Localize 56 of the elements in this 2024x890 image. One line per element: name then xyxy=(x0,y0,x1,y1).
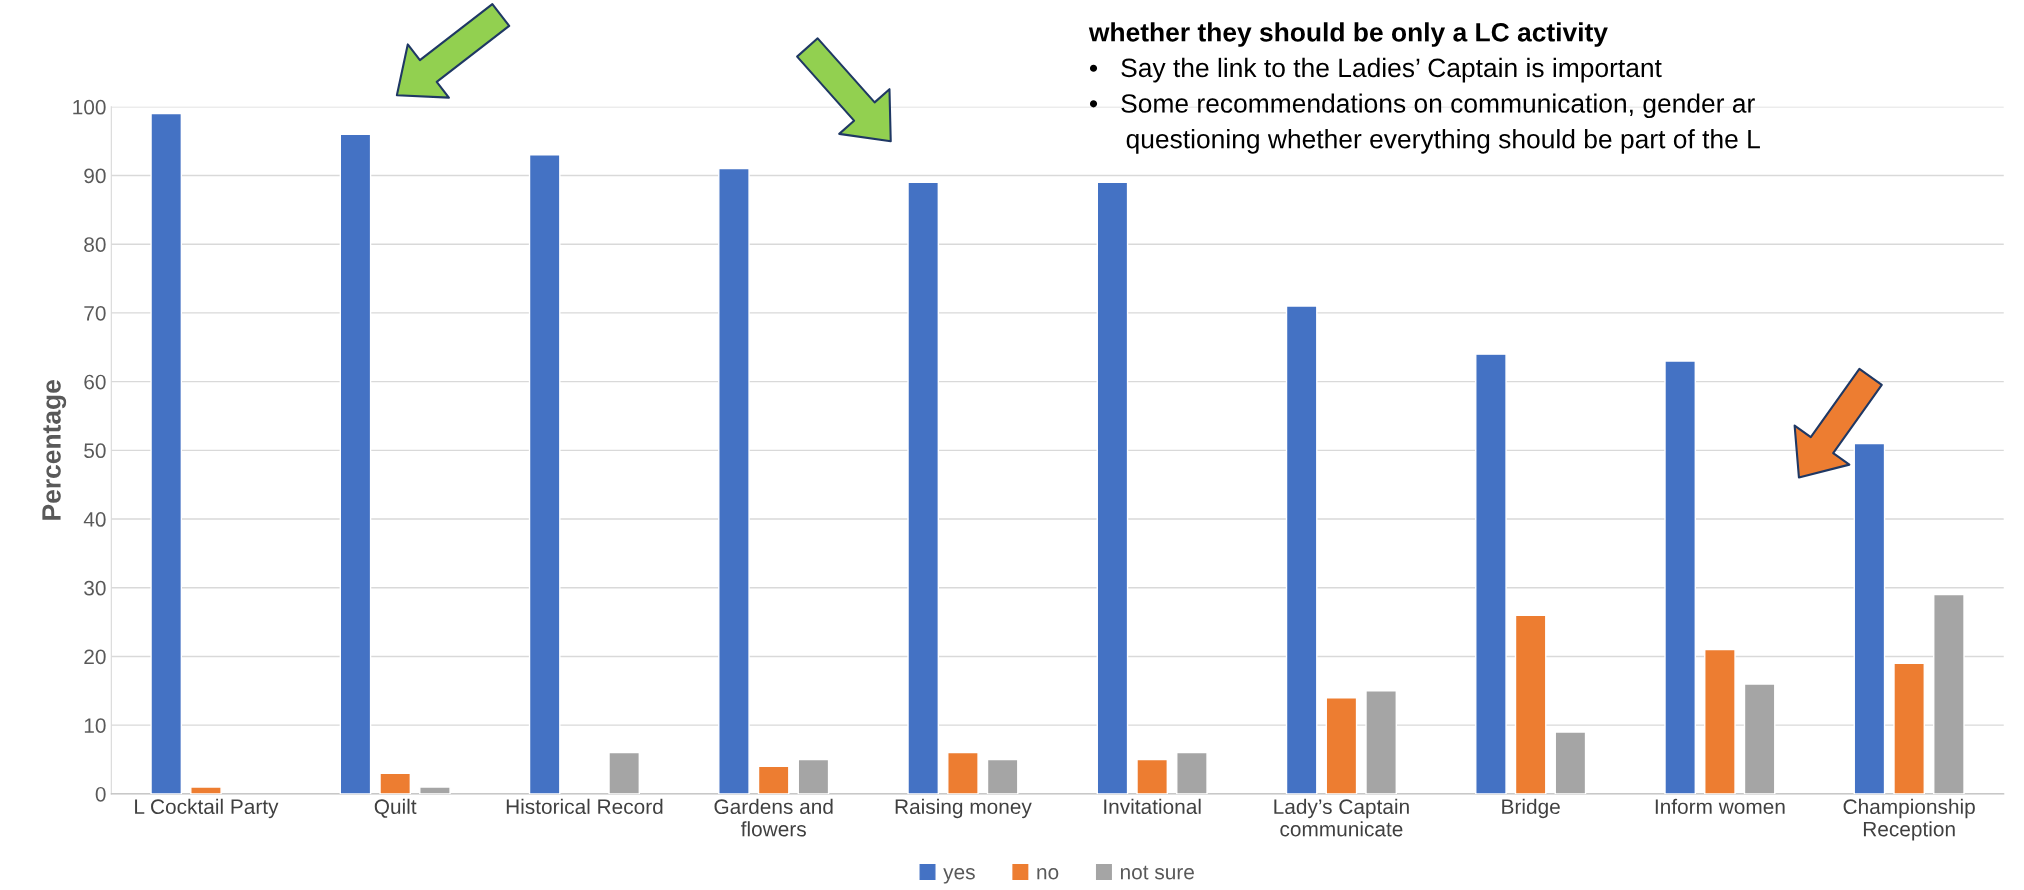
bar xyxy=(150,112,183,794)
legend-label: yes xyxy=(943,868,975,884)
bar xyxy=(718,167,750,794)
x-tick-label: Invitational xyxy=(1104,798,1201,815)
text: • Say the link to the Ladies’ Captain is important xyxy=(1089,57,1662,83)
annotation: questioning whether everything should be part of the L xyxy=(1126,129,1760,154)
bar xyxy=(1893,662,1925,794)
x-tick-label: L Cocktail Party xyxy=(135,798,279,819)
y-tick-label: 100 xyxy=(73,99,106,115)
y-tick-label: 70 xyxy=(84,305,106,321)
x-tick-label: Historical Record xyxy=(506,798,663,815)
bar xyxy=(1325,696,1358,794)
y-tick-label: 0 xyxy=(95,786,106,802)
bar xyxy=(1514,614,1547,794)
bar xyxy=(1136,758,1168,794)
bar xyxy=(1664,360,1696,794)
bar xyxy=(1475,353,1507,794)
x-tick-label: Lady’s Captain communicate xyxy=(1274,798,1409,837)
y-tick-label: 50 xyxy=(84,443,106,459)
y-tick-label: 80 xyxy=(84,237,106,252)
bar xyxy=(1933,593,1965,794)
x-tick-label: Raising money xyxy=(895,798,1032,819)
y-tick-label: 40 xyxy=(83,512,106,527)
bar xyxy=(339,133,372,794)
annotation: • Some recommendations on communication, gender ar xyxy=(1089,93,1755,119)
x-tick-label: Bridge xyxy=(1502,798,1560,819)
y-tick-label: 90 xyxy=(84,168,106,184)
bar xyxy=(797,758,830,794)
bar xyxy=(608,751,641,794)
bar xyxy=(1365,690,1397,794)
bar xyxy=(1285,305,1318,794)
bar xyxy=(947,751,979,794)
bar xyxy=(379,772,412,794)
bar xyxy=(1554,731,1587,794)
y-tick-label: 10 xyxy=(84,718,106,733)
bar xyxy=(1096,181,1129,794)
x-tick-label: Inform women xyxy=(1655,798,1785,815)
x-tick-label: Gardens and flowers xyxy=(714,798,833,837)
bar xyxy=(757,765,790,794)
y-tick-label: 20 xyxy=(84,649,106,665)
bar xyxy=(907,181,940,794)
y-axis-title: Percentage xyxy=(42,380,67,520)
bar xyxy=(1743,683,1776,794)
bar xyxy=(190,786,222,794)
y-tick-label: 30 xyxy=(84,580,106,596)
y-tick-label: 60 xyxy=(84,374,106,390)
bar xyxy=(1704,648,1736,794)
text: whether they should be only a LC activity xyxy=(1088,22,1608,47)
bar xyxy=(986,758,1019,794)
bar xyxy=(1176,751,1208,794)
x-tick-label: Championship Reception xyxy=(1843,798,1975,841)
legend-label: no xyxy=(1037,868,1059,880)
bar xyxy=(528,154,561,794)
bar xyxy=(419,786,451,794)
x-tick-label: Quilt xyxy=(374,798,417,818)
legend-label: not sure xyxy=(1120,865,1194,880)
